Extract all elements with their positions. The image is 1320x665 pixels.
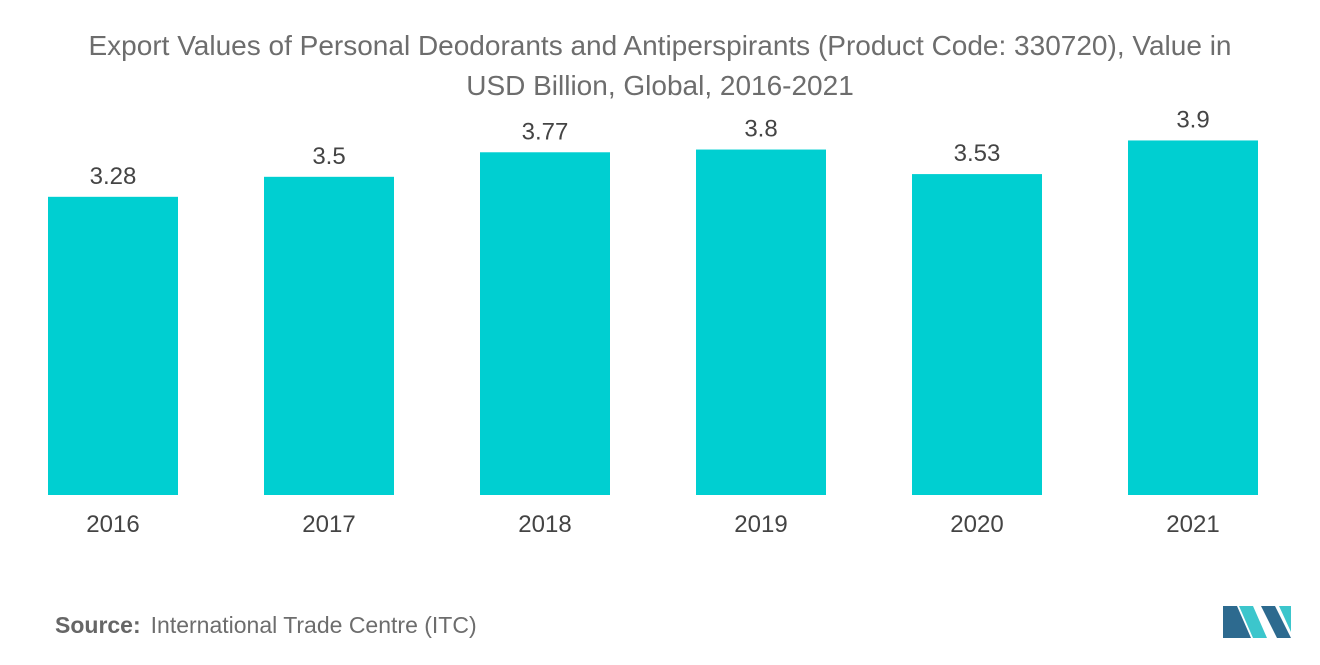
bar-2016 bbox=[48, 196, 178, 495]
logo-shape-mid bbox=[1239, 606, 1267, 638]
x-tick-label-2016: 2016 bbox=[86, 511, 139, 538]
x-tick-label-2021: 2021 bbox=[1166, 511, 1219, 538]
value-label-2019: 3.8 bbox=[744, 116, 777, 143]
source-note: Source: International Trade Centre (ITC) bbox=[55, 612, 477, 639]
source-text: International Trade Centre (ITC) bbox=[150, 612, 477, 638]
x-tick-label-2020: 2020 bbox=[950, 511, 1003, 538]
chart-title-line-1: Export Values of Personal Deodorants and… bbox=[88, 30, 1232, 61]
x-tick-label-2018: 2018 bbox=[518, 511, 571, 538]
value-label-2018: 3.77 bbox=[522, 118, 569, 145]
value-label-2016: 3.28 bbox=[90, 163, 137, 190]
chart-title-line-2: USD Billion, Global, 2016-2021 bbox=[466, 70, 854, 101]
x-tick-group: 2016 2017 2018 2019 2020 2021 bbox=[86, 511, 1219, 538]
value-label-group: 3.28 3.5 3.77 3.8 3.53 3.9 bbox=[90, 106, 1210, 189]
bar-chart: 3.283.53.77 3.83.533.9 2016 2017 2018 2019 20… bbox=[48, 106, 1258, 538]
x-tick-label-2017: 2017 bbox=[302, 511, 355, 538]
source-label: Source: bbox=[55, 612, 141, 638]
bar-2021 bbox=[1128, 140, 1258, 496]
bar-2017 bbox=[264, 176, 394, 495]
bar-2018 bbox=[480, 152, 610, 496]
value-label-2021: 3.9 bbox=[1176, 106, 1209, 133]
mordor-logo-icon bbox=[1223, 606, 1291, 638]
chart-title: Export Values of Personal Deodorants and… bbox=[0, 26, 1320, 106]
logo-shape-right-bar bbox=[1279, 606, 1291, 632]
value-label-2020: 3.53 bbox=[954, 140, 1001, 167]
x-tick-label-2019: 2019 bbox=[734, 511, 787, 538]
bar-2019 bbox=[696, 149, 826, 495]
bar-group bbox=[48, 140, 1258, 496]
logo-shape-left bbox=[1223, 606, 1251, 638]
bar-2020 bbox=[912, 174, 1042, 495]
logo-shape-right bbox=[1261, 606, 1291, 638]
value-label-2017: 3.5 bbox=[312, 143, 345, 170]
